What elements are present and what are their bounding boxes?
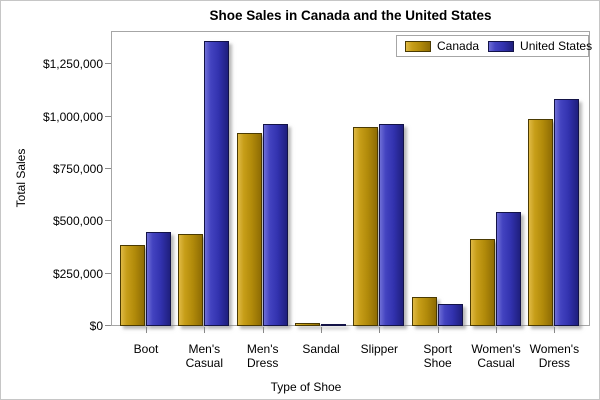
x-axis-title: Type of Shoe xyxy=(270,380,342,394)
y-tick-label: $1,000,000 xyxy=(42,109,103,124)
legend-swatch-icon xyxy=(405,40,431,52)
y-axis-title: Total Sales xyxy=(14,148,28,208)
bar-canada-slipper xyxy=(353,127,379,326)
category-label: Sandal xyxy=(302,342,340,356)
x-tick-mark xyxy=(146,327,147,333)
bar-united-states-women-s-dress xyxy=(554,98,580,326)
y-tick-mark xyxy=(105,273,111,274)
legend-item-canada: Canada xyxy=(405,39,479,53)
x-tick-mark xyxy=(263,327,264,333)
legend: Canada United States xyxy=(396,35,592,57)
y-tick-label: $750,000 xyxy=(52,161,103,176)
category-label: Boot xyxy=(133,342,159,356)
legend-label: United States xyxy=(520,39,593,53)
category-label: Sport Shoe xyxy=(423,342,453,370)
category-label: Slipper xyxy=(360,342,399,356)
bar-united-states-sport-shoe xyxy=(437,304,463,326)
bar-canada-women-s-casual xyxy=(470,239,496,326)
chart-title: Shoe Sales in Canada and the United Stat… xyxy=(209,8,492,23)
category-label: Men's Dress xyxy=(246,342,279,370)
bar-united-states-men-s-dress xyxy=(262,123,288,326)
y-tick-mark xyxy=(105,116,111,117)
bar-canada-sandal xyxy=(295,322,321,326)
y-tick-label: $500,000 xyxy=(52,214,103,229)
y-tick-label: $250,000 xyxy=(52,266,103,281)
y-tick-label: $1,250,000 xyxy=(42,57,103,72)
y-tick-label: $0 xyxy=(89,319,103,333)
x-tick-mark xyxy=(438,327,439,333)
x-tick-mark xyxy=(204,327,205,333)
category-label: Women's Dress xyxy=(529,342,580,370)
x-tick-mark xyxy=(496,327,497,333)
bar-united-states-sandal xyxy=(321,323,347,326)
x-tick-mark xyxy=(554,327,555,333)
y-tick-mark xyxy=(105,63,111,64)
x-tick-mark xyxy=(379,327,380,333)
y-tick-mark xyxy=(105,325,111,326)
bar-united-states-slipper xyxy=(379,123,405,326)
y-tick-mark xyxy=(105,220,111,221)
category-label: Women's Casual xyxy=(471,342,521,370)
bar-united-states-women-s-casual xyxy=(496,211,522,326)
bar-canada-women-s-dress xyxy=(528,118,554,326)
bar-canada-boot xyxy=(120,245,145,326)
legend-item-united-states: United States xyxy=(488,39,592,53)
y-tick-mark xyxy=(105,168,111,169)
bar-canada-sport-shoe xyxy=(411,296,437,326)
legend-swatch-icon xyxy=(488,40,515,52)
bar-canada-men-s-dress xyxy=(236,133,262,326)
category-label: Men's Casual xyxy=(185,342,223,370)
bar-canada-men-s-casual xyxy=(178,233,204,326)
x-tick-mark xyxy=(321,327,322,333)
bar-united-states-men-s-casual xyxy=(204,41,230,326)
legend-label: Canada xyxy=(437,39,480,53)
bar-united-states-boot xyxy=(146,231,171,326)
